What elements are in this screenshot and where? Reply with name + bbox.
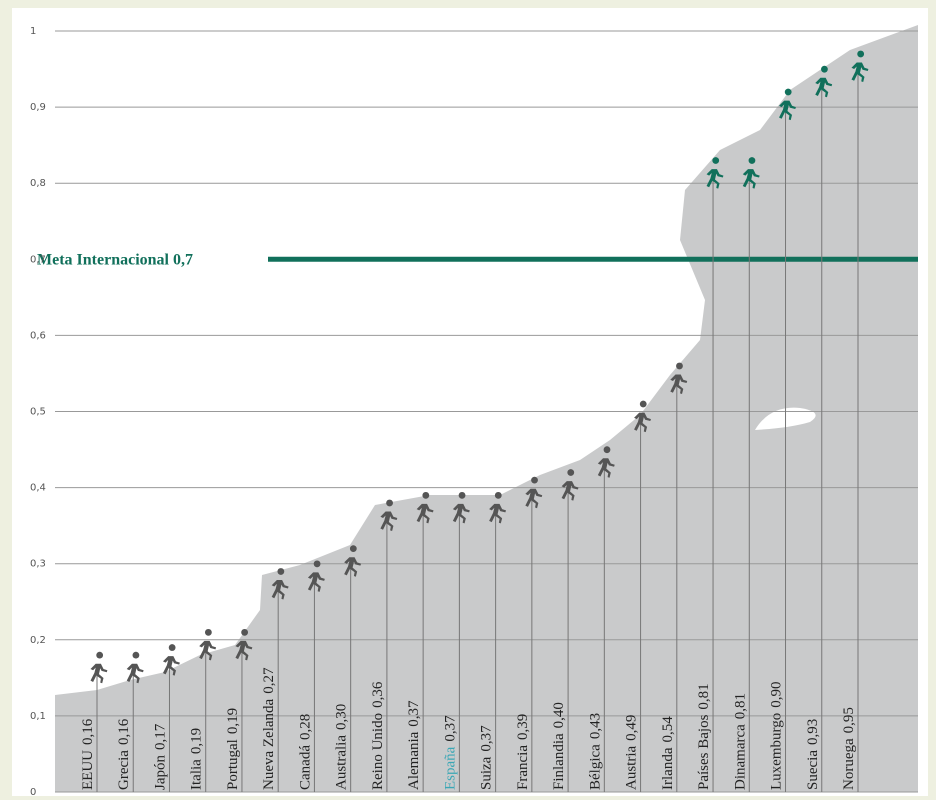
value-label: 0,16 <box>80 718 96 745</box>
category-label: Portugal 0,19 <box>225 708 241 790</box>
category-name: España <box>442 746 458 790</box>
category-name: Dinamarca <box>732 724 748 790</box>
category-label: Francia 0,39 <box>515 714 531 790</box>
value-label: 0,19 <box>189 728 205 754</box>
category-label: Bélgica 0,43 <box>587 713 603 790</box>
value-label: 0,49 <box>624 715 640 741</box>
value-label: 0,40 <box>551 702 567 728</box>
value-label: 0,36 <box>370 681 386 708</box>
value-label: 0,81 <box>732 693 748 719</box>
chart: Meta Internacional 0,7 EEUU 0,16 Grecia 0,1… <box>0 0 936 800</box>
category-name: Irlanda <box>660 747 676 790</box>
category-name: Nueva Zelanda <box>261 698 277 790</box>
category-label: Australia 0,30 <box>334 704 350 790</box>
y-tick-label: 0,5 <box>30 407 46 418</box>
category-label: Reino Unido 0,36 <box>370 681 386 790</box>
value-label: 0,95 <box>841 707 857 733</box>
category-label: Dinamarca 0,81 <box>732 693 748 790</box>
category-name: Australia <box>334 735 350 790</box>
y-tick-label: 0,3 <box>30 559 46 570</box>
category-label: España 0,37 <box>442 715 458 790</box>
category-name: Suecia <box>805 750 821 790</box>
y-tick-label: 0,7 <box>30 254 46 265</box>
value-label: 0,27 <box>261 667 277 694</box>
value-label: 0,30 <box>334 704 350 730</box>
category-name: Finlandia <box>551 733 567 790</box>
value-label: 0,90 <box>769 682 785 708</box>
y-tick-label: 0,2 <box>30 635 46 646</box>
value-label: 0,17 <box>152 723 168 750</box>
category-label: EEUU 0,16 <box>80 718 96 790</box>
category-name: Francia <box>515 745 531 790</box>
category-name: Canadá <box>297 745 313 790</box>
category-label: Suecia 0,93 <box>805 719 821 790</box>
category-label: Países Bajos 0,81 <box>696 683 712 790</box>
value-label: 0,37 <box>479 725 495 752</box>
category-label: Austria 0,49 <box>624 715 640 790</box>
category-name: Noruega <box>841 738 857 790</box>
category-label: Noruega 0,95 <box>841 707 857 790</box>
category-name: Países Bajos <box>696 714 712 790</box>
y-tick-label: 0 <box>30 787 36 798</box>
value-label: 0,16 <box>116 718 132 745</box>
category-label: Alemania 0,37 <box>406 700 422 790</box>
category-name: Reino Unido <box>370 713 386 790</box>
value-label: 0,28 <box>297 714 313 740</box>
category-label: Suiza 0,37 <box>479 725 495 790</box>
category-name: Luxemburgo <box>769 713 785 790</box>
category-name: Austria <box>624 746 640 791</box>
value-label: 0,54 <box>660 716 676 743</box>
value-label: 0,37 <box>442 715 458 742</box>
category-label: Grecia 0,16 <box>116 718 132 790</box>
value-label: 0,93 <box>805 719 821 745</box>
value-label: 0,39 <box>515 714 531 740</box>
category-label: Luxemburgo 0,90 <box>769 682 785 790</box>
value-label: 0,43 <box>587 713 603 739</box>
y-tick-label: 0,9 <box>30 102 46 113</box>
value-label: 0,81 <box>696 683 712 709</box>
value-label: 0,19 <box>225 708 241 734</box>
y-tick-label: 0,4 <box>30 483 46 494</box>
y-tick-label: 0,8 <box>30 178 46 189</box>
category-name: Alemania <box>406 731 422 790</box>
category-label: Canadá 0,28 <box>297 714 313 790</box>
target-label: Meta Internacional 0,7 <box>37 251 193 268</box>
y-tick-label: 0,1 <box>30 711 46 722</box>
category-name: Portugal <box>225 739 241 790</box>
y-tick-label: 1 <box>30 26 36 37</box>
category-name: EEUU <box>80 750 96 790</box>
category-name: Japón <box>152 755 168 790</box>
category-label: Nueva Zelanda 0,27 <box>261 667 277 790</box>
y-tick-label: 0,6 <box>30 330 46 341</box>
category-name: Italia <box>189 759 205 790</box>
category-label: Finlandia 0,40 <box>551 702 567 790</box>
category-name: Suiza <box>479 756 495 790</box>
category-label: Irlanda 0,54 <box>660 716 676 790</box>
category-label: Japón 0,17 <box>152 723 168 790</box>
value-label: 0,37 <box>406 700 422 727</box>
category-name: Grecia <box>116 750 132 790</box>
category-name: Bélgica <box>587 744 603 790</box>
